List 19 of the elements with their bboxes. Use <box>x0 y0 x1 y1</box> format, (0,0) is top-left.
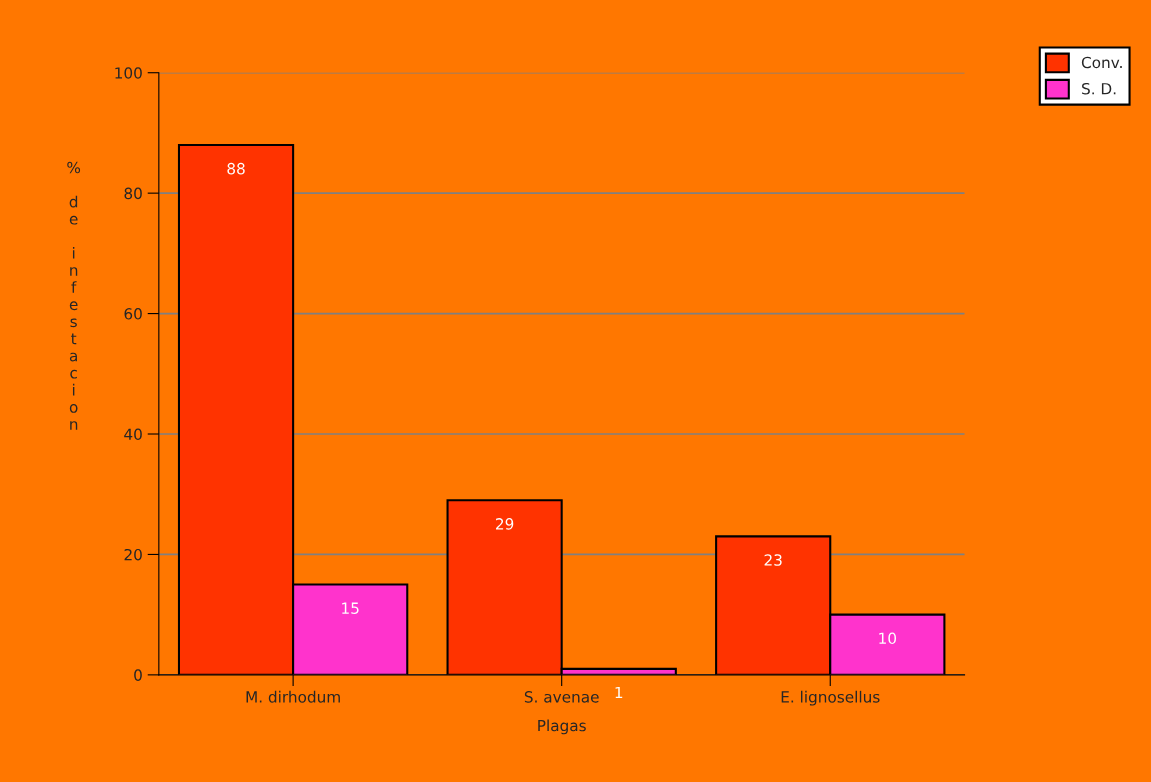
x-tick-label: S. avenae <box>524 691 599 703</box>
text: % de infestacion <box>67 161 81 430</box>
x-tick-label: E. lignosellus <box>781 690 880 706</box>
legend-label: Conv. <box>1081 56 1122 69</box>
y-tick-label: 60 <box>124 308 142 320</box>
data-label: 29 <box>496 518 514 530</box>
data-label: 88 <box>227 162 245 175</box>
x-tick-label: M. dirhodum <box>246 690 340 703</box>
data-label: 10 <box>879 632 897 645</box>
y-tick-label: 20 <box>124 548 142 561</box>
y-tick-label: 0 <box>134 669 142 681</box>
data-label: 1 <box>615 686 623 699</box>
y-tick-label: 100 <box>115 67 142 79</box>
y-tick-label: 40 <box>124 428 142 441</box>
legend-label: S. D. <box>1082 82 1116 95</box>
y-tick-label: 80 <box>124 187 142 200</box>
data-label: 15 <box>342 602 359 614</box>
data-label: 23 <box>764 554 782 566</box>
x-axis-title: Plagas <box>538 719 586 735</box>
